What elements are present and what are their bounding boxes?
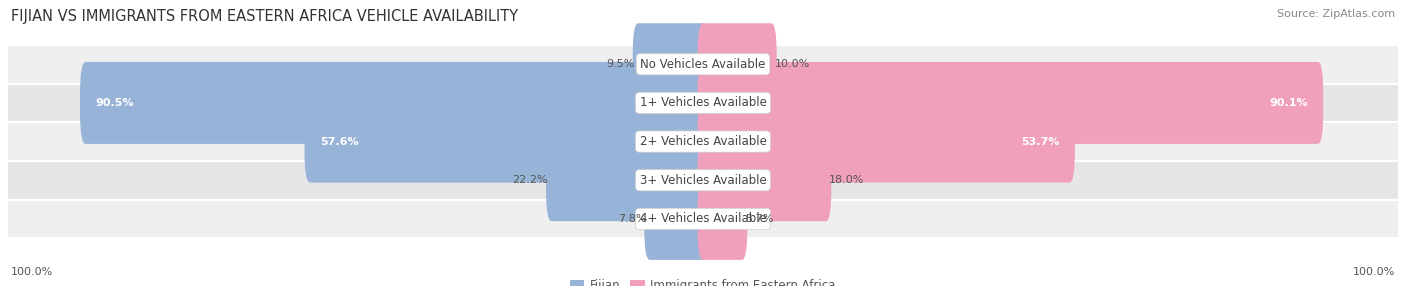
Bar [7,161,1399,200]
FancyBboxPatch shape [697,139,831,221]
Bar [7,45,1399,84]
FancyBboxPatch shape [80,62,709,144]
FancyBboxPatch shape [697,23,776,105]
Text: 1+ Vehicles Available: 1+ Vehicles Available [640,96,766,110]
Text: 3+ Vehicles Available: 3+ Vehicles Available [640,174,766,187]
Text: 4+ Vehicles Available: 4+ Vehicles Available [640,212,766,225]
Text: Source: ZipAtlas.com: Source: ZipAtlas.com [1277,9,1395,19]
FancyBboxPatch shape [697,62,1323,144]
Text: 100.0%: 100.0% [11,267,53,277]
FancyBboxPatch shape [644,178,709,260]
Bar [7,122,1399,161]
Text: 22.2%: 22.2% [513,175,548,185]
Text: 7.8%: 7.8% [617,214,647,224]
Text: 100.0%: 100.0% [1353,267,1395,277]
FancyBboxPatch shape [633,23,709,105]
Text: 90.5%: 90.5% [96,98,134,108]
Text: 9.5%: 9.5% [606,59,634,69]
FancyBboxPatch shape [546,139,709,221]
Text: FIJIAN VS IMMIGRANTS FROM EASTERN AFRICA VEHICLE AVAILABILITY: FIJIAN VS IMMIGRANTS FROM EASTERN AFRICA… [11,9,519,23]
Text: 10.0%: 10.0% [775,59,810,69]
Text: No Vehicles Available: No Vehicles Available [640,58,766,71]
Legend: Fijian, Immigrants from Eastern Africa: Fijian, Immigrants from Eastern Africa [571,279,835,286]
Text: 53.7%: 53.7% [1021,137,1059,146]
Text: 2+ Vehicles Available: 2+ Vehicles Available [640,135,766,148]
Bar [7,84,1399,122]
Text: 18.0%: 18.0% [830,175,865,185]
Text: 57.6%: 57.6% [321,137,359,146]
FancyBboxPatch shape [305,101,709,182]
FancyBboxPatch shape [697,101,1074,182]
FancyBboxPatch shape [697,178,748,260]
Text: 90.1%: 90.1% [1268,98,1308,108]
Bar [7,200,1399,238]
Text: 5.7%: 5.7% [745,214,773,224]
